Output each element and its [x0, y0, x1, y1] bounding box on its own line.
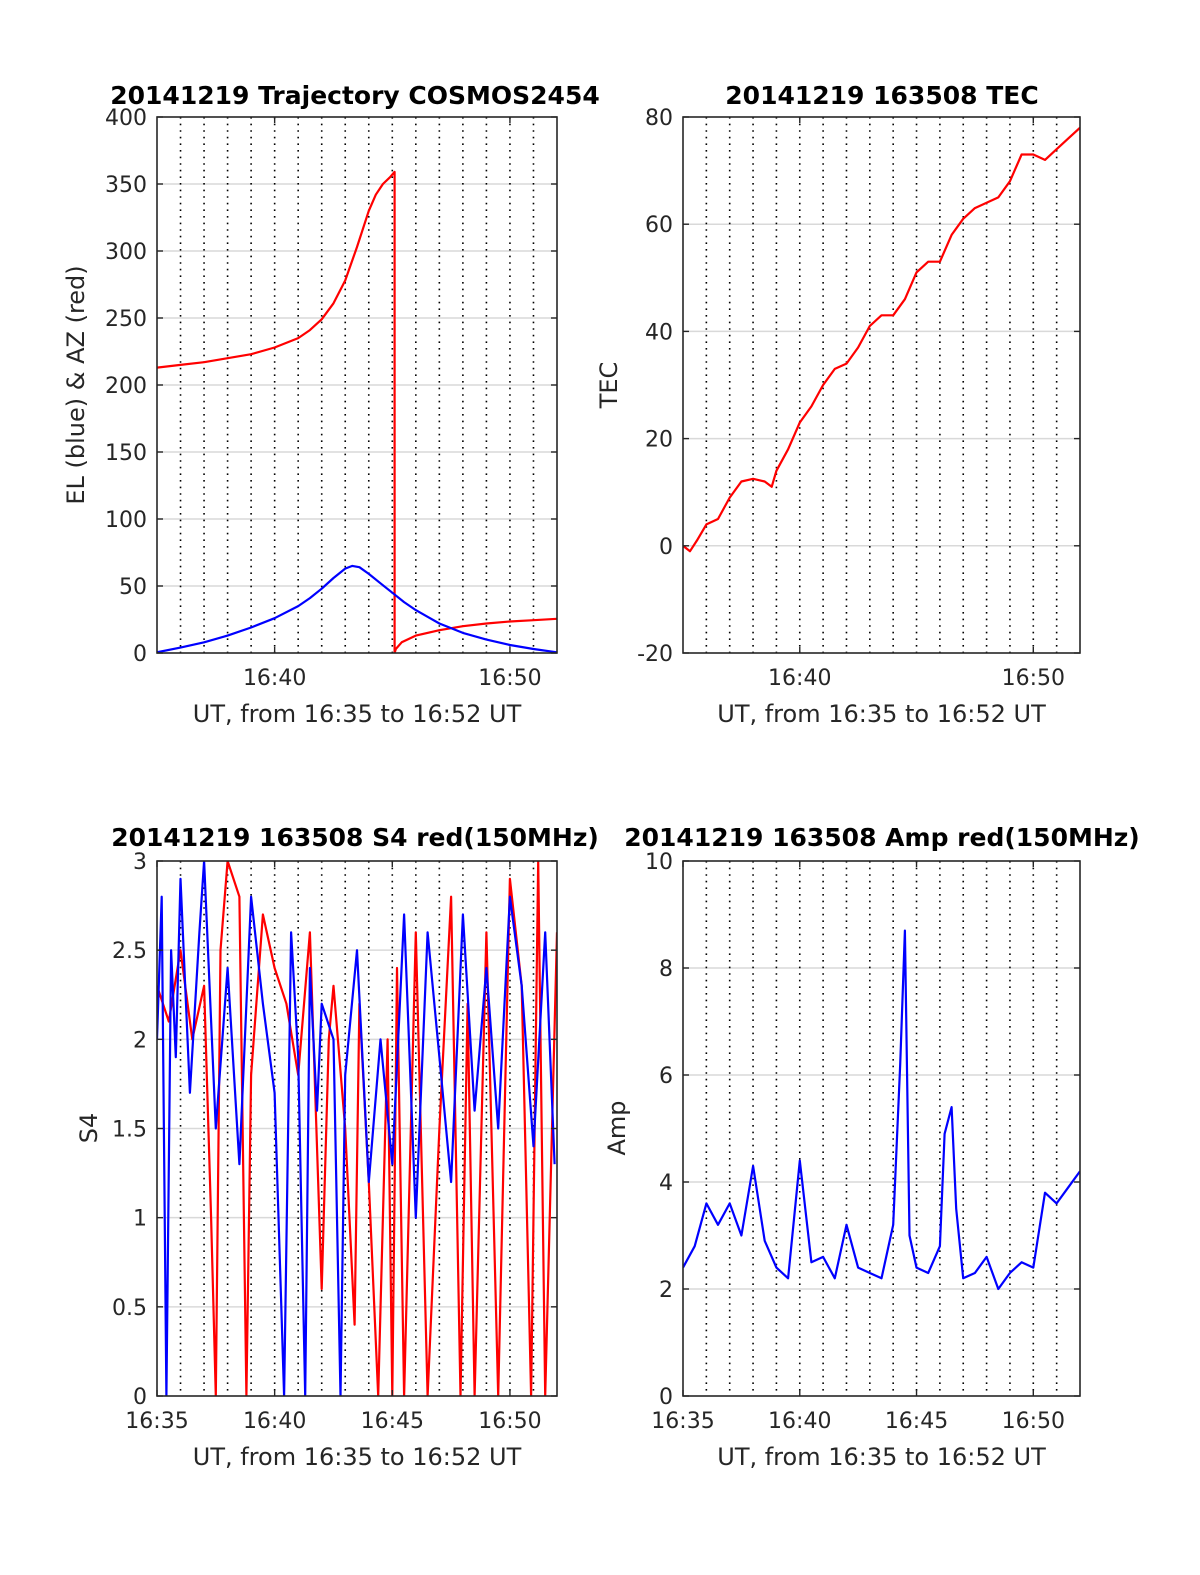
x-axis-label: UT, from 16:35 to 16:52 UT: [193, 700, 522, 728]
y-tick-label: 250: [105, 307, 147, 332]
chart-title: 20141219 163508 TEC: [725, 81, 1038, 110]
y-tick-label: -20: [637, 642, 673, 667]
y-tick-label: 100: [105, 508, 147, 533]
chart-panel-2: -20 0 20 40 60 80 16:40 16:50 20141219 163508 TE…: [595, 81, 1081, 728]
x-axis-label: UT, from 16:35 to 16:52 UT: [717, 700, 1046, 728]
y-tick-label: 8: [659, 957, 673, 982]
y-tick-label: 0: [133, 642, 147, 667]
x-tick-label: 16:50: [478, 1409, 541, 1434]
y-axis-label: EL (blue) & AZ (red): [62, 265, 90, 504]
y-tick-label: 0: [659, 535, 673, 560]
y-axis-label: Amp: [603, 1100, 631, 1155]
y-tick-label: 0: [133, 1385, 147, 1410]
x-axis-label: UT, from 16:35 to 16:52 UT: [193, 1443, 522, 1471]
x-axis-label: UT, from 16:35 to 16:52 UT: [717, 1443, 1046, 1471]
series-line-red: [683, 126, 1080, 553]
chart-panel-3: 0 0.5 1 1.5 2 2.5 3 16:35 16:40 16:45 16:50 2014121…: [75, 823, 599, 1471]
y-tick-label: 80: [645, 106, 673, 131]
x-tick-label: 16:50: [478, 666, 541, 691]
chart-panel-4: 0 2 4 6 8 10 16:35 16:40 16:45 16:50 20141219 1635…: [603, 823, 1140, 1471]
chart-title: 20141219 163508 S4 red(150MHz): [111, 823, 599, 852]
x-tick-label: 16:40: [768, 666, 831, 691]
y-tick-label: 0.5: [112, 1296, 147, 1321]
y-tick-label: 50: [119, 575, 147, 600]
x-tick-label: 16:40: [243, 1409, 306, 1434]
chart-title: 20141219 Trajectory COSMOS2454: [110, 81, 600, 110]
y-tick-label: 150: [105, 441, 147, 466]
y-axis-label: S4: [75, 1113, 103, 1144]
series-line-blue: [683, 929, 1080, 1291]
y-tick-label: 0: [659, 1385, 673, 1410]
y-tick-label: 6: [659, 1064, 673, 1089]
chart-title: 20141219 163508 Amp red(150MHz): [624, 823, 1140, 852]
y-tick-label: 2: [133, 1028, 147, 1053]
series-line-red: [157, 170, 557, 653]
x-tick-label: 16:40: [243, 666, 306, 691]
y-tick-label: 40: [645, 320, 673, 345]
y-tick-label: 20: [645, 428, 673, 453]
y-tick-label: 2.5: [112, 939, 147, 964]
y-tick-label: 1: [133, 1207, 147, 1232]
y-tick-label: 300: [105, 240, 147, 265]
series-line-blue: [157, 861, 556, 1396]
series-line-blue: [157, 564, 557, 653]
x-tick-label: 16:35: [125, 1409, 188, 1434]
x-tick-label: 16:50: [1002, 666, 1065, 691]
y-tick-label: 60: [645, 213, 673, 238]
y-tick-label: 1.5: [112, 1118, 147, 1143]
series-line-red: [157, 861, 557, 1396]
x-tick-label: 16:45: [885, 1409, 948, 1434]
y-tick-label: 2: [659, 1278, 673, 1303]
chart-panel-1: 0 50 100 150 200 250 300 350 400 16:40 16:50 201412…: [62, 81, 600, 728]
x-tick-label: 16:35: [651, 1409, 714, 1434]
y-tick-label: 200: [105, 374, 147, 399]
y-tick-label: 350: [105, 173, 147, 198]
y-axis-label: TEC: [595, 362, 623, 410]
y-tick-label: 10: [645, 850, 673, 875]
y-tick-label: 3: [133, 850, 147, 875]
x-tick-label: 16:45: [361, 1409, 424, 1434]
x-tick-label: 16:40: [768, 1409, 831, 1434]
axes-box: [682, 116, 1081, 654]
axes-box: [682, 860, 1081, 1397]
y-tick-label: 4: [659, 1171, 673, 1196]
x-tick-label: 16:50: [1002, 1409, 1065, 1434]
y-tick-label: 400: [105, 106, 147, 131]
